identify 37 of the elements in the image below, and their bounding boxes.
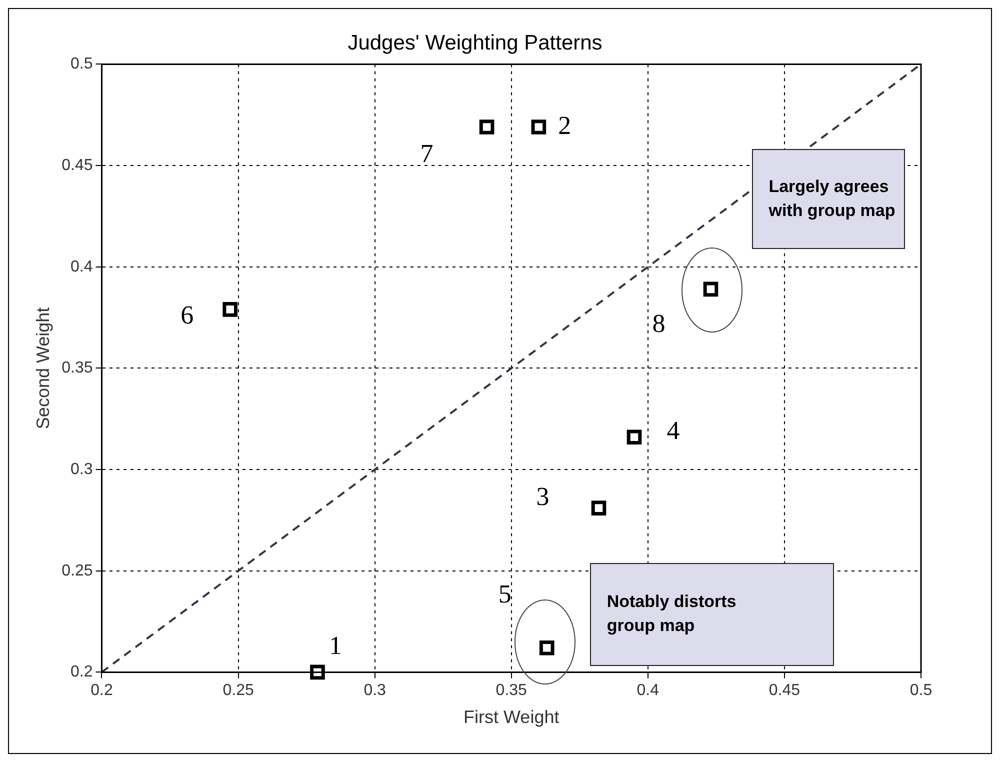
annotation: Notably distorts group map [606, 591, 738, 638]
point [539, 640, 554, 656]
y-tick-label: 0.5 [70, 56, 93, 73]
y-tick-label: 0.4 [70, 258, 93, 276]
x-tick-label: 0.3 [364, 682, 386, 700]
annotation: Largely agrees with group map [768, 176, 896, 222]
point [222, 302, 238, 317]
y-tick-label: 0.45 [62, 156, 93, 174]
chart-title: Judges' Weighting Patterns [348, 31, 602, 54]
point [591, 500, 606, 516]
annotation: 7 [420, 138, 434, 168]
annotation: 3 [536, 482, 550, 511]
annotation: 6 [180, 300, 194, 330]
x-tick-label: 0.4 [636, 682, 660, 700]
annotation: 4 [666, 416, 680, 445]
annotation: 1 [328, 631, 342, 660]
callout-box: Notably distorts group map [590, 562, 834, 666]
point [531, 120, 546, 134]
point [479, 120, 494, 134]
point [310, 664, 325, 680]
x-tick-label: 0.35 [496, 682, 528, 700]
x-axis-title: First Weight [464, 707, 560, 728]
x-tick-label: 0.5 [910, 682, 932, 700]
point [626, 430, 642, 445]
y-tick-label: 0.35 [62, 360, 93, 377]
y-tick-label: 0.3 [70, 460, 93, 478]
x-tick-label: 0.45 [768, 682, 800, 700]
callout-box: Largely agrees with group map [752, 149, 905, 250]
x-tick-label: 0.25 [222, 682, 254, 700]
point [703, 282, 718, 297]
y-tick-label: 0.25 [62, 562, 93, 580]
x-tick-label: 0.2 [90, 682, 113, 700]
annotation: 2 [558, 110, 572, 140]
annotation: 8 [652, 308, 666, 338]
y-axis-title: Second Weight [32, 307, 53, 430]
y-tick-label: 0.2 [70, 664, 93, 681]
annotation: 5 [498, 580, 512, 609]
